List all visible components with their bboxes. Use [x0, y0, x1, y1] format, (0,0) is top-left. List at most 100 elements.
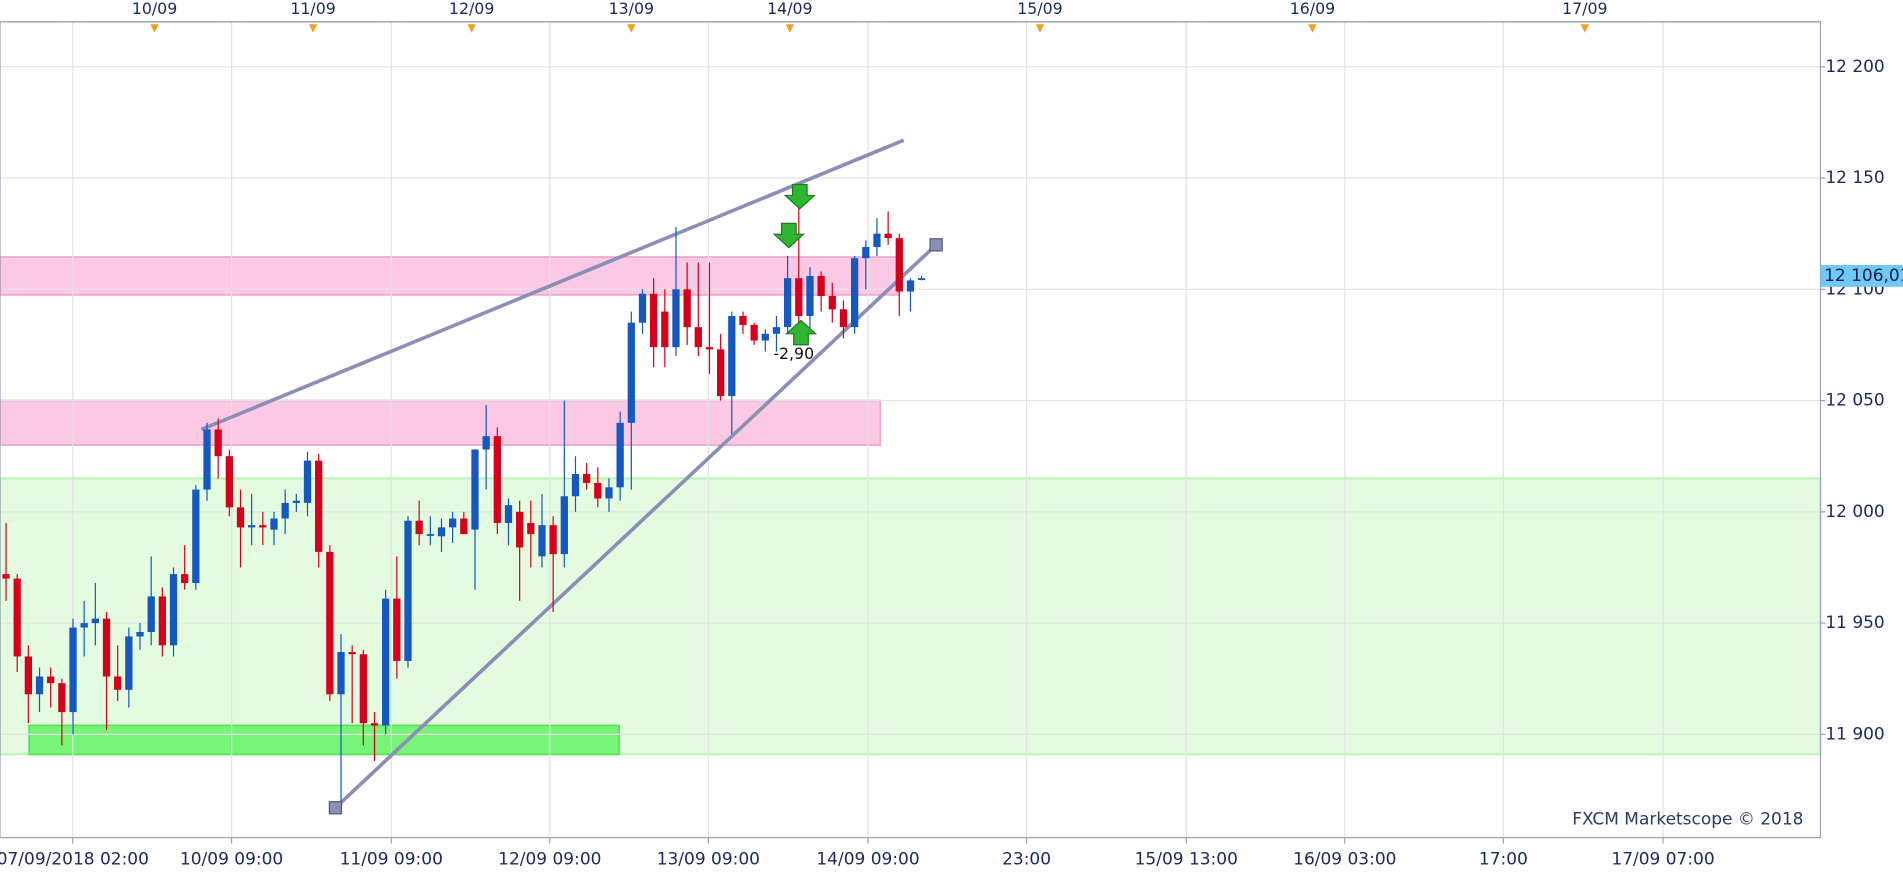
y-tick-label: 11 950	[1825, 613, 1884, 633]
candle-body	[136, 631, 144, 637]
y-tick-label: 11 900	[1825, 724, 1884, 744]
candle-body	[817, 275, 825, 296]
candle-body	[895, 238, 903, 292]
candle-body	[504, 505, 513, 523]
candle-body	[750, 324, 758, 341]
candle-body	[795, 278, 803, 317]
buy-arrow	[784, 319, 818, 346]
candle-body	[650, 293, 658, 348]
candle-body	[192, 489, 200, 584]
date-marker	[785, 24, 795, 33]
candle-body	[404, 520, 412, 661]
candle-body	[24, 656, 33, 695]
top-tick-label: 13/09	[609, 0, 654, 18]
candle-body	[906, 280, 915, 292]
candle-body	[348, 652, 356, 655]
candle-body	[527, 522, 535, 535]
date-marker	[150, 24, 159, 33]
date-marker	[1035, 24, 1045, 33]
candle-body	[147, 596, 155, 632]
candle-body	[13, 578, 21, 657]
zone	[0, 256, 900, 296]
zone	[28, 724, 620, 756]
candle-body	[370, 723, 379, 726]
sell-arrow	[772, 222, 805, 249]
candle-body	[382, 598, 390, 726]
date-marker	[1308, 24, 1317, 33]
x-tick-label: 12/09 09:00	[498, 849, 601, 869]
x-tick-label: 07/09/2018 02:00	[0, 849, 149, 869]
candle-body	[181, 574, 189, 584]
y-tick-label: 12 000	[1825, 502, 1884, 522]
candle-body	[549, 525, 557, 555]
candle-body	[583, 473, 591, 483]
candle-body	[828, 295, 836, 310]
candle-body	[359, 654, 367, 724]
trend-handle	[929, 238, 943, 252]
candle-body	[493, 436, 501, 523]
candle-body	[415, 520, 423, 535]
candle-body	[35, 676, 44, 695]
candle-body	[58, 683, 66, 713]
candle-body	[772, 327, 781, 334]
candle-body	[884, 233, 892, 239]
last-price-tag	[1820, 265, 1903, 287]
x-tick-label: 16/09 03:00	[1293, 849, 1396, 869]
candle-body	[694, 327, 702, 348]
candle-body	[806, 275, 814, 317]
candle-body	[248, 525, 256, 528]
candle-body	[102, 618, 111, 677]
candle-body	[80, 623, 88, 628]
candle-body	[225, 456, 233, 508]
drawings	[200, 138, 943, 815]
candle-body	[169, 574, 178, 646]
trend-line	[334, 243, 938, 810]
x-tick-label: 15/09 13:00	[1135, 849, 1238, 869]
x-tick-label: 17/09 07:00	[1611, 849, 1714, 869]
trade-annotation: -2,90	[773, 344, 814, 363]
candle-body	[69, 627, 77, 713]
trend-line	[200, 138, 905, 432]
candle-body	[460, 518, 468, 535]
candle-body	[47, 676, 55, 684]
candle-body	[214, 429, 222, 457]
candle-body	[783, 278, 792, 328]
x-tick-label: 11/09 09:00	[340, 849, 443, 869]
trend-handle	[328, 801, 343, 815]
candle-body	[627, 322, 635, 423]
candle-body	[158, 596, 166, 646]
x-tick-label: 14/09 09:00	[816, 849, 919, 869]
zone	[0, 399, 882, 446]
candle-body	[516, 511, 524, 548]
candle-body	[728, 316, 736, 397]
date-marker	[1580, 24, 1590, 33]
candle-body	[114, 676, 122, 690]
candle-body	[850, 258, 859, 328]
candle-body	[449, 518, 457, 528]
y-tick-label: 12 050	[1825, 391, 1884, 411]
last-price-label: 12 106,01	[1824, 266, 1903, 286]
candle-body	[125, 636, 133, 690]
candle-body	[91, 618, 99, 624]
candle-body	[616, 422, 624, 488]
candle-body	[426, 534, 434, 536]
candle-body	[839, 309, 848, 328]
candle-body	[2, 574, 10, 579]
x-tick-label: 13/09 09:00	[657, 849, 760, 869]
y-tick-label: 12 150	[1825, 168, 1884, 188]
candle-body	[236, 507, 245, 528]
y-tick-label: 12 200	[1825, 57, 1884, 77]
candle-body	[270, 518, 278, 530]
x-tick-label: 17:00	[1479, 849, 1528, 869]
sell-arrow	[783, 183, 816, 210]
top-tick-label: 10/09	[132, 0, 177, 18]
candle-body	[683, 289, 691, 328]
candle-body	[761, 333, 769, 341]
candle-body	[917, 278, 926, 281]
candle-body	[661, 311, 669, 348]
top-tick-label: 14/09	[767, 0, 812, 18]
candle-body	[482, 436, 490, 450]
candle-body	[560, 496, 568, 555]
